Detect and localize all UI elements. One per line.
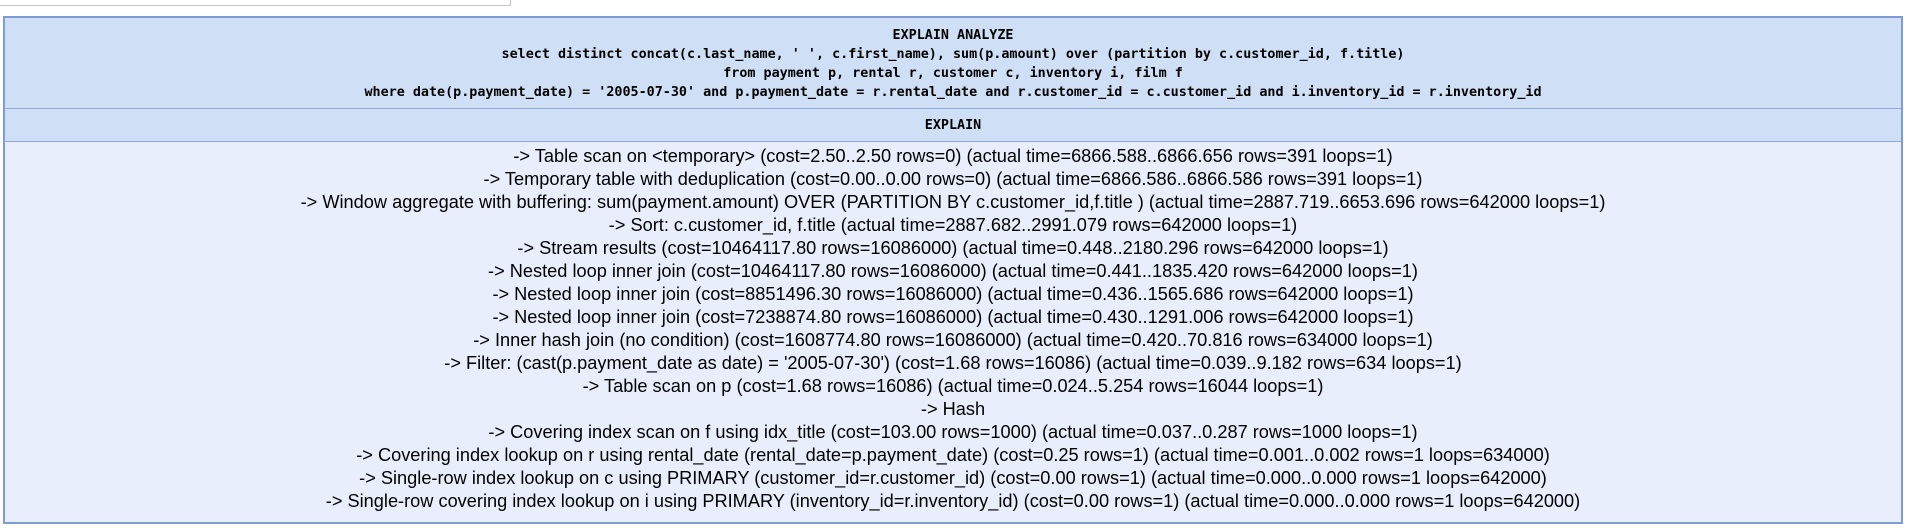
top-toolbar-strip bbox=[0, 0, 1908, 12]
query-line: EXPLAIN ANALYZE bbox=[892, 28, 1014, 43]
plan-line: -> Single-row index lookup on c using PR… bbox=[359, 468, 1547, 488]
plan-line: -> Table scan on <temporary> (cost=2.50.… bbox=[513, 146, 1393, 166]
plan-line: -> Filter: (cast(p.payment_date as date)… bbox=[444, 353, 1462, 373]
query-text-header: EXPLAIN ANALYZE select distinct concat(c… bbox=[5, 18, 1901, 109]
plan-line: -> Nested loop inner join (cost=10464117… bbox=[488, 261, 1418, 281]
plan-line: -> Nested loop inner join (cost=8851496.… bbox=[492, 284, 1414, 304]
query-line: where date(p.payment_date) = '2005-07-30… bbox=[364, 85, 1542, 100]
plan-line: -> Temporary table with deduplication (c… bbox=[483, 169, 1423, 189]
query-line: select distinct concat(c.last_name, ' ',… bbox=[501, 47, 1405, 62]
plan-line: -> Window aggregate with buffering: sum(… bbox=[300, 192, 1606, 212]
plan-line: -> Sort: c.customer_id, f.title (actual … bbox=[608, 215, 1298, 235]
column-header-explain[interactable]: EXPLAIN bbox=[5, 109, 1901, 142]
plan-line: -> Inner hash join (no condition) (cost=… bbox=[473, 330, 1433, 350]
plan-line: -> Covering index scan on f using idx_ti… bbox=[488, 422, 1418, 442]
explain-result-cell[interactable]: -> Table scan on <temporary> (cost=2.50.… bbox=[5, 142, 1901, 522]
plan-line: -> Nested loop inner join (cost=7238874.… bbox=[492, 307, 1414, 327]
result-grid: EXPLAIN ANALYZE select distinct concat(c… bbox=[3, 16, 1903, 524]
plan-line: -> Single-row covering index lookup on i… bbox=[325, 491, 1581, 511]
column-header-label: EXPLAIN bbox=[924, 118, 982, 133]
plan-line: -> Stream results (cost=10464117.80 rows… bbox=[517, 238, 1389, 258]
query-input-area[interactable] bbox=[0, 0, 511, 6]
plan-line: -> Table scan on p (cost=1.68 rows=16086… bbox=[582, 376, 1324, 396]
plan-line: -> Hash bbox=[920, 399, 986, 419]
query-line: from payment p, rental r, customer c, in… bbox=[723, 66, 1183, 81]
plan-line: -> Covering index lookup on r using rent… bbox=[356, 445, 1550, 465]
